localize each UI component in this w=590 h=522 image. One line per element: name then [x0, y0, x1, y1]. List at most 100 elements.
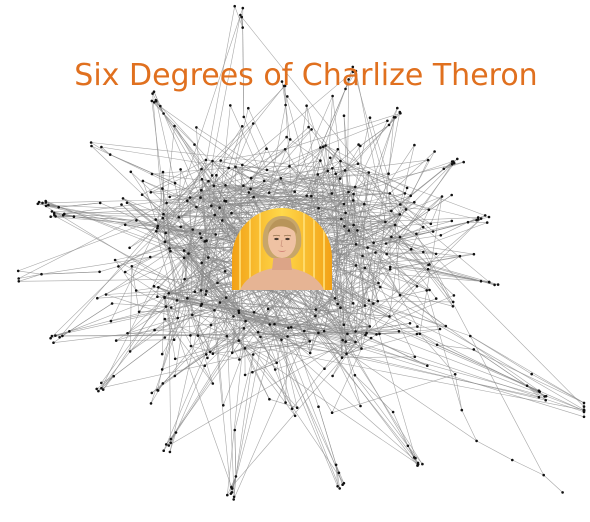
graph-node [439, 234, 443, 237]
graph-edge [250, 136, 287, 179]
graph-node [68, 330, 71, 333]
graph-node [346, 332, 349, 336]
graph-edge [234, 354, 254, 431]
graph-node [148, 255, 152, 259]
graph-node [295, 406, 299, 410]
graph-node [243, 347, 247, 350]
graph-edge [175, 365, 206, 433]
graph-node [182, 256, 186, 260]
graph-edge [174, 298, 188, 376]
graph-edge [18, 273, 42, 282]
graph-edge [443, 158, 458, 170]
graph-node [319, 146, 322, 149]
graph-edge [136, 287, 159, 291]
graph-edge [268, 104, 286, 193]
graph-edge [165, 294, 206, 307]
graph-node [352, 223, 355, 227]
graph-node [44, 204, 48, 208]
graph-node [314, 308, 318, 311]
graph-node [387, 123, 391, 127]
graph-edge [364, 267, 446, 327]
portrait-face [268, 222, 296, 258]
graph-node [179, 168, 182, 171]
graph-edge [227, 321, 246, 496]
graph-node [340, 217, 343, 221]
graph-edge [157, 296, 178, 301]
graph-edge [346, 353, 361, 407]
graph-edge [369, 117, 401, 215]
graph-edge [18, 219, 156, 272]
graph-edge [194, 200, 225, 292]
graph-node [354, 340, 357, 344]
graph-node [305, 104, 308, 107]
graph-edge [234, 6, 243, 28]
graph-node [427, 208, 431, 212]
graph-node [386, 119, 389, 123]
graph-node [242, 115, 246, 119]
graph-node [241, 6, 245, 10]
graph-node [126, 332, 129, 335]
graph-node [408, 322, 412, 325]
graph-node [363, 304, 367, 307]
graph-edge [69, 271, 226, 332]
graph-node [328, 156, 332, 160]
graph-edge [192, 217, 479, 230]
graph-edge [327, 95, 333, 171]
graph-node [487, 215, 491, 219]
graph-node [377, 281, 380, 285]
graph-edge [347, 215, 486, 335]
graph-node [342, 481, 346, 485]
graph-node [388, 265, 392, 269]
graph-edge [164, 8, 244, 242]
graph-node [173, 181, 177, 185]
graph-edge [512, 459, 544, 476]
graph-edge [153, 285, 215, 311]
graph-node [496, 283, 500, 286]
graph-node [431, 230, 435, 233]
graph-node [200, 177, 204, 181]
graph-edge [136, 220, 216, 235]
graph-edge [345, 79, 349, 342]
graph-node [162, 112, 165, 115]
graph-edge [178, 169, 181, 218]
graph-edge [231, 326, 371, 488]
graph-node [129, 170, 133, 174]
graph-node [398, 110, 402, 114]
graph-node [376, 299, 380, 303]
graph-node [89, 141, 93, 144]
graph-node [52, 341, 55, 345]
graph-node [150, 99, 154, 103]
graph-node [331, 167, 334, 170]
graph-edge [287, 326, 370, 337]
graph-edge [163, 113, 213, 176]
graph-edge [164, 297, 176, 359]
graph-edge [174, 125, 292, 328]
graph-node [163, 295, 166, 299]
graph-node [412, 456, 416, 459]
graph-edge [312, 282, 409, 446]
graph-node [101, 388, 105, 391]
graph-node [422, 250, 425, 254]
graph-edge [332, 374, 456, 413]
graph-node [152, 101, 156, 104]
graph-edge [54, 212, 202, 239]
graph-node [151, 92, 154, 95]
graph-edge [177, 6, 235, 319]
graph-edge [197, 335, 585, 411]
graph-node [237, 309, 240, 313]
graph-node [159, 104, 162, 108]
graph-edge [353, 200, 429, 266]
graph-node [98, 201, 102, 205]
graph-node [289, 326, 293, 329]
graph-node [173, 124, 176, 128]
graph-edge [18, 180, 209, 279]
graph-edge [389, 298, 437, 317]
graph-edge [98, 196, 254, 392]
graph-node [214, 233, 217, 236]
graph-node [251, 353, 255, 356]
graph-node [303, 329, 306, 333]
graph-node [50, 334, 54, 338]
graph-edge [368, 300, 585, 404]
graph-node [425, 289, 429, 292]
